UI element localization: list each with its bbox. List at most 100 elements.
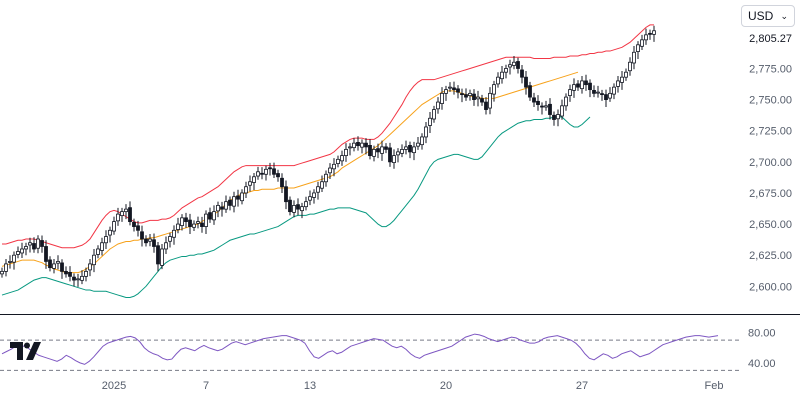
candle: [64, 266, 68, 278]
candle: [72, 273, 76, 287]
candle: [220, 201, 224, 217]
candle-body: [504, 68, 508, 73]
candle-body: [544, 105, 548, 108]
candle: [576, 80, 580, 91]
candle: [240, 189, 244, 205]
candle-body: [160, 248, 164, 266]
candle-body: [628, 61, 632, 72]
candle-body: [536, 100, 540, 105]
candle: [508, 59, 512, 75]
candle-body: [328, 167, 332, 174]
candle: [544, 100, 548, 111]
price-pane[interactable]: [0, 24, 656, 299]
candle: [512, 56, 516, 70]
candle: [324, 170, 328, 187]
candle: [560, 99, 564, 120]
candle-body: [420, 136, 424, 146]
candle-body: [604, 94, 608, 100]
candle: [456, 85, 460, 99]
candle-body: [92, 254, 96, 266]
candle-body: [216, 205, 220, 212]
candle: [188, 213, 192, 235]
candle: [644, 28, 648, 45]
candle-body: [136, 225, 140, 231]
candle: [172, 225, 176, 245]
candle: [24, 242, 28, 256]
candle-body: [424, 126, 428, 138]
candle: [440, 87, 444, 110]
rsi-pane[interactable]: [0, 333, 740, 371]
candle-body: [60, 262, 64, 272]
candle: [108, 226, 112, 243]
candle: [348, 143, 352, 156]
candle-body: [488, 92, 492, 109]
candle-body: [360, 142, 364, 148]
candle: [68, 266, 72, 282]
candle-body: [188, 219, 192, 227]
candle-body: [456, 88, 460, 93]
candle: [76, 273, 80, 287]
candle: [52, 258, 56, 274]
candle: [264, 165, 268, 181]
candle-body: [568, 89, 572, 97]
candle: [92, 248, 96, 273]
candle: [356, 136, 360, 151]
candle-body: [584, 80, 588, 86]
candle: [632, 46, 636, 70]
candle: [296, 198, 300, 216]
candle: [120, 207, 124, 222]
bollinger-line-3: [1, 116, 591, 299]
candle-body: [428, 117, 432, 126]
chevron-down-icon: ⌄: [780, 10, 788, 21]
candle: [620, 70, 624, 90]
candle-body: [436, 101, 440, 110]
candle: [600, 89, 604, 101]
rsi-tick-label: 40.00: [748, 358, 776, 370]
candle-body: [116, 213, 120, 222]
candle-body: [624, 71, 628, 78]
candle-body: [548, 103, 552, 115]
candle-body: [268, 167, 272, 170]
tradingview-logo: [10, 342, 41, 360]
candle: [132, 218, 136, 232]
candle: [336, 155, 340, 168]
candle-body: [12, 254, 16, 263]
candle-body: [16, 251, 20, 255]
candle-body: [320, 181, 324, 189]
price-tick-label: 2,675.00: [749, 188, 792, 200]
candle: [284, 180, 288, 210]
candle-body: [588, 82, 592, 91]
candle-body: [532, 97, 536, 103]
candle-body: [120, 211, 124, 217]
candle: [584, 74, 588, 91]
candle-body: [304, 201, 308, 208]
candle-body: [512, 61, 516, 66]
candle: [304, 196, 308, 211]
candle: [392, 149, 396, 169]
candle: [148, 234, 152, 247]
candle: [580, 75, 584, 94]
candle: [208, 207, 212, 223]
price-tick-label: 2,750.00: [749, 95, 792, 107]
candle: [316, 181, 320, 200]
candle: [476, 90, 480, 107]
candle-body: [252, 176, 256, 183]
candle-body: [492, 84, 496, 95]
candle: [56, 255, 60, 270]
candle: [628, 57, 632, 76]
candle: [272, 162, 276, 179]
candle-body: [540, 105, 544, 108]
currency-selector[interactable]: USD ⌄: [741, 5, 795, 27]
candle: [200, 216, 204, 233]
candle: [328, 163, 332, 180]
candle-body: [644, 34, 648, 41]
candle-body: [324, 173, 328, 183]
candle: [616, 75, 620, 93]
candle-body: [308, 196, 312, 201]
candle: [196, 216, 200, 229]
time-axis: 2025 7 13 20 27 Feb: [102, 380, 724, 392]
candle-body: [192, 223, 196, 228]
candle: [592, 85, 596, 98]
candle-body: [52, 263, 56, 269]
